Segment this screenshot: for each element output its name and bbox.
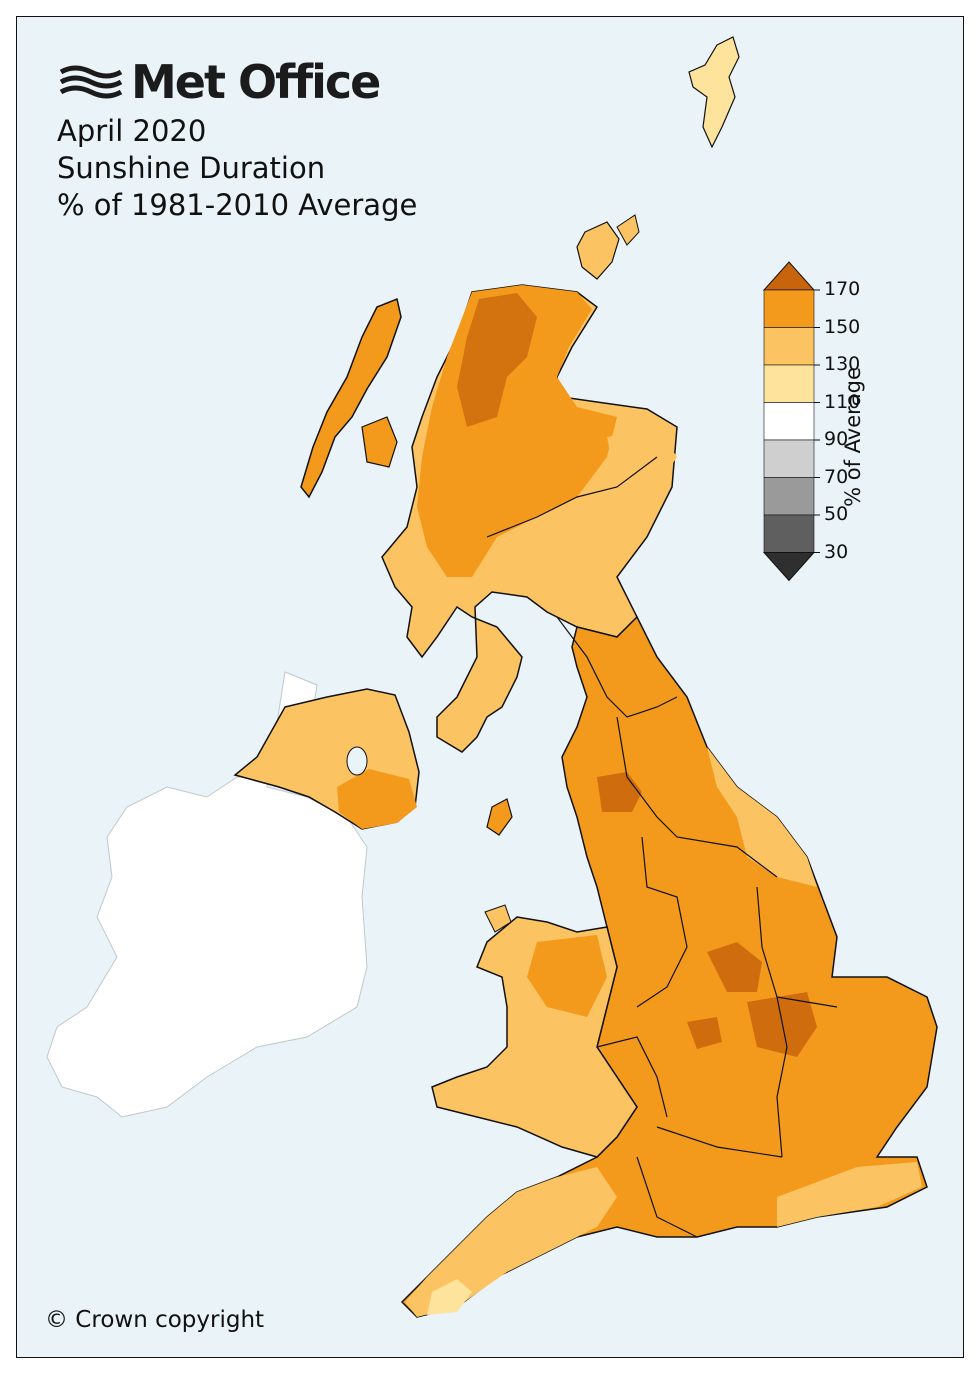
legend-bin-<30 xyxy=(762,552,816,582)
legend-tick-label: 90 xyxy=(824,428,849,450)
legend-bin-50-70 xyxy=(763,477,815,516)
wales xyxy=(431,904,638,1158)
scotland xyxy=(300,36,740,753)
colour-legend xyxy=(762,261,820,582)
met-office-wave-logo-icon xyxy=(59,65,123,99)
legend-tick-label: 170 xyxy=(824,278,861,300)
legend-tick-label: 70 xyxy=(824,465,849,488)
brand-name: Met Office xyxy=(131,55,381,109)
copyright-notice: © Crown copyright xyxy=(45,1307,265,1333)
legend-tick-label: 50 xyxy=(824,503,849,525)
legend-tick-label: 130 xyxy=(824,353,861,375)
legend-tick-label: 110 xyxy=(824,390,861,413)
title-variable: Sunshine Duration xyxy=(57,151,326,185)
legend-bin-110-130 xyxy=(763,364,815,403)
uk-sunshine-map xyxy=(46,36,938,1318)
legend-tick-label: 30 xyxy=(824,540,849,563)
legend-bin-150-170 xyxy=(763,289,815,328)
legend-bin->170 xyxy=(762,261,816,291)
title-date: April 2020 xyxy=(57,114,207,148)
northern-ireland xyxy=(233,688,420,830)
legend-bin-30-50 xyxy=(763,514,815,553)
ireland-landmass xyxy=(46,671,368,1118)
legend-tick-label: 150 xyxy=(824,315,861,338)
title-units: % of 1981-2010 Average xyxy=(57,188,418,222)
legend-title: % of Average xyxy=(841,367,865,507)
legend-bin-70-90 xyxy=(763,439,815,478)
legend-bin-90-110 xyxy=(763,402,815,441)
map-title: April 2020 Sunshine Duration % of 1981-2… xyxy=(57,113,417,224)
region-boundaries xyxy=(486,456,838,1238)
map-frame: Met Office April 2020 Sunshine Duration … xyxy=(16,16,964,1358)
met-office-logo: Met Office xyxy=(59,55,381,109)
legend-bin-130-150 xyxy=(763,327,815,366)
